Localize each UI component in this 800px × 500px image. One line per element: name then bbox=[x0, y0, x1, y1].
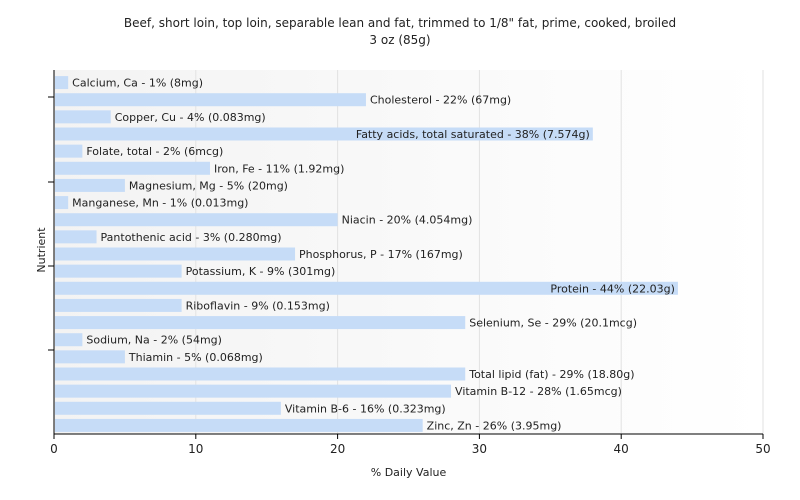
bar bbox=[55, 76, 69, 90]
bar bbox=[55, 350, 125, 364]
bar-label: Cholesterol - 22% (67mg) bbox=[370, 94, 511, 107]
bar-label: Vitamin B-12 - 28% (1.65mcg) bbox=[455, 385, 622, 398]
bar bbox=[55, 298, 182, 312]
bar bbox=[55, 213, 338, 227]
bar bbox=[55, 418, 423, 432]
bar bbox=[55, 230, 97, 244]
bar bbox=[55, 401, 281, 415]
bar-label: Magnesium, Mg - 5% (20mg) bbox=[129, 179, 288, 192]
bar bbox=[55, 316, 466, 330]
bar-label: Potassium, K - 9% (301mg) bbox=[186, 265, 336, 278]
bar-label: Riboflavin - 9% (0.153mg) bbox=[186, 299, 330, 312]
bar bbox=[55, 384, 452, 398]
bar-label: Thiamin - 5% (0.068mg) bbox=[128, 351, 263, 364]
bar-label: Pantothenic acid - 3% (0.280mg) bbox=[101, 231, 282, 244]
bar bbox=[55, 127, 593, 141]
axes: 0 10 20 30 40 50 bbox=[48, 70, 771, 456]
x-tick-label: 30 bbox=[472, 442, 487, 456]
bar-label: Manganese, Mn - 1% (0.013mg) bbox=[72, 197, 248, 210]
bar bbox=[55, 333, 83, 347]
bar-label: Phosphorus, P - 17% (167mg) bbox=[299, 248, 463, 261]
bar-label: Zinc, Zn - 26% (3.95mg) bbox=[427, 419, 562, 432]
bar-label: Calcium, Ca - 1% (8mg) bbox=[72, 77, 203, 90]
bar bbox=[55, 264, 182, 278]
bar-label: Niacin - 20% (4.054mg) bbox=[342, 214, 473, 227]
bar bbox=[55, 161, 210, 175]
bar bbox=[55, 281, 678, 295]
bar-label: Copper, Cu - 4% (0.083mg) bbox=[115, 111, 266, 124]
x-tick-label: 40 bbox=[614, 442, 629, 456]
bar-label: Total lipid (fat) - 29% (18.80g) bbox=[468, 368, 634, 381]
x-tick-label: 20 bbox=[330, 442, 345, 456]
bar bbox=[55, 178, 125, 192]
x-axis-title: % Daily Value bbox=[371, 466, 447, 479]
bar bbox=[55, 144, 83, 158]
y-axis-title: Nutrient bbox=[35, 227, 48, 273]
bar bbox=[55, 196, 69, 210]
bar-label: Sodium, Na - 2% (54mg) bbox=[86, 334, 222, 347]
x-tick-label: 50 bbox=[755, 442, 770, 456]
bar bbox=[55, 367, 466, 381]
bar bbox=[55, 247, 296, 261]
bar bbox=[55, 93, 366, 107]
x-tick-label: 10 bbox=[188, 442, 203, 456]
bars: Calcium, Ca - 1% (8mg) Cholesterol - 22% … bbox=[55, 76, 678, 432]
chart-subtitle: 3 oz (85g) bbox=[369, 33, 431, 47]
bar-label: Vitamin B-6 - 16% (0.323mg) bbox=[285, 402, 446, 415]
bar bbox=[55, 110, 111, 124]
x-tick-label: 0 bbox=[50, 442, 58, 456]
bar-label: Selenium, Se - 29% (20.1mcg) bbox=[469, 317, 637, 330]
chart-title: Beef, short loin, top loin, separable le… bbox=[123, 16, 677, 30]
bar-label: Iron, Fe - 11% (1.92mg) bbox=[214, 162, 344, 175]
bar-label: Fatty acids, total saturated - 38% (7.57… bbox=[356, 128, 590, 141]
bar-label: Protein - 44% (22.03g) bbox=[550, 282, 675, 295]
bar-label: Folate, total - 2% (6mcg) bbox=[86, 145, 223, 158]
